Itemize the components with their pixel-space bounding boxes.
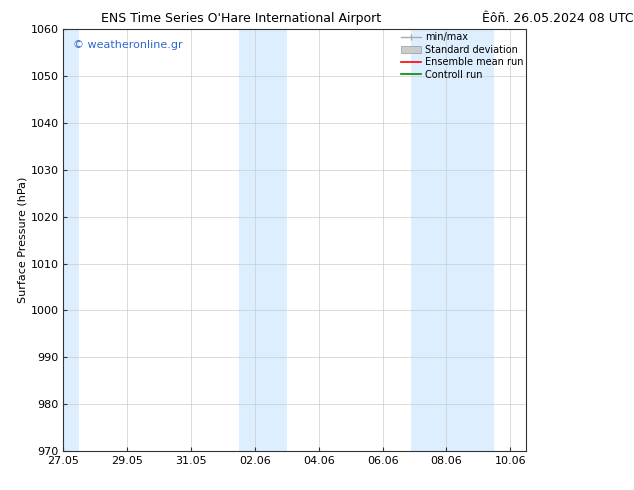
Y-axis label: Surface Pressure (hPa): Surface Pressure (hPa)	[18, 177, 28, 303]
Text: ENS Time Series O'Hare International Airport: ENS Time Series O'Hare International Air…	[101, 12, 381, 25]
Bar	[63, 29, 79, 451]
Bar	[411, 29, 495, 451]
Text: © weatheronline.gr: © weatheronline.gr	[73, 40, 183, 50]
Text: Êôñ. 26.05.2024 08 UTC: Êôñ. 26.05.2024 08 UTC	[482, 12, 633, 25]
Legend: min/max, Standard deviation, Ensemble mean run, Controll run: min/max, Standard deviation, Ensemble me…	[399, 30, 525, 81]
Bar	[239, 29, 287, 451]
